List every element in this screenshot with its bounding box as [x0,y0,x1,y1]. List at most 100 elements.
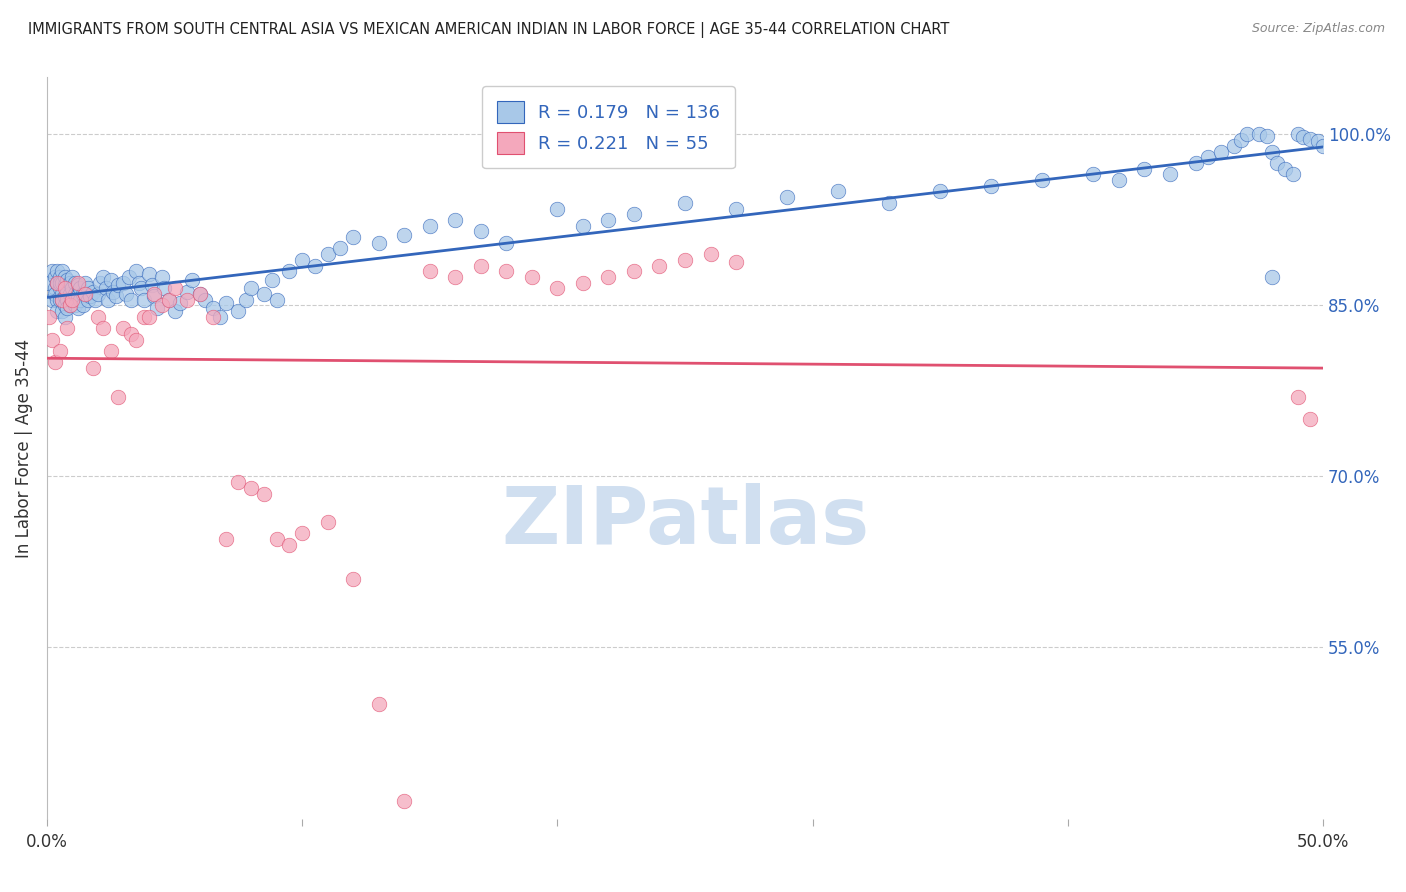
Point [725,255,748,269]
Point [107,390,129,404]
Point [623,264,645,278]
Point [1184,156,1206,170]
Point [38,310,60,324]
Point [125,333,148,347]
Point [44,281,66,295]
Point [56,301,79,315]
Point [115,287,138,301]
Point [316,247,339,261]
Point [419,219,441,233]
Point [51,293,73,307]
Point [76,293,98,307]
Point [82,285,104,299]
Point [827,185,849,199]
Point [143,287,166,301]
Point [214,296,236,310]
Point [1281,167,1303,181]
Point [51,293,73,307]
Point [150,298,173,312]
Point [62,269,84,284]
Point [46,293,69,307]
Point [1312,139,1334,153]
Point [141,277,163,292]
Point [53,298,76,312]
Point [329,242,352,256]
Point [260,273,283,287]
Point [48,293,70,307]
Point [100,344,122,359]
Point [235,293,257,307]
Point [572,219,595,233]
Point [44,287,66,301]
Point [367,698,389,712]
Point [157,293,180,307]
Point [291,526,314,541]
Point [1286,128,1309,142]
Point [367,235,389,250]
Point [53,269,76,284]
Point [53,310,76,324]
Point [1108,173,1130,187]
Point [266,532,288,546]
Point [128,276,150,290]
Point [62,293,84,307]
Point [188,287,211,301]
Point [48,276,70,290]
Point [929,185,952,199]
Point [66,301,89,315]
Point [776,190,799,204]
Point [46,276,69,290]
Point [228,304,250,318]
Point [1159,167,1181,181]
Y-axis label: In Labor Force | Age 35-44: In Labor Force | Age 35-44 [15,338,32,558]
Point [1083,167,1105,181]
Point [59,298,82,312]
Point [419,264,441,278]
Point [112,321,135,335]
Point [117,269,139,284]
Point [153,281,176,295]
Point [48,269,70,284]
Point [66,289,89,303]
Point [342,572,364,586]
Point [214,532,236,546]
Point [1230,133,1253,147]
Point [41,333,63,347]
Text: IMMIGRANTS FROM SOUTH CENTRAL ASIA VS MEXICAN AMERICAN INDIAN IN LABOR FORCE | A: IMMIGRANTS FROM SOUTH CENTRAL ASIA VS ME… [28,22,949,38]
Point [59,298,82,312]
Point [145,301,167,315]
Point [44,269,66,284]
Point [240,281,263,295]
Point [342,230,364,244]
Point [69,293,91,307]
Point [63,287,86,301]
Point [132,293,155,307]
Point [699,247,721,261]
Point [980,178,1002,193]
Point [72,298,94,312]
Point [53,281,76,295]
Point [546,202,568,216]
Point [495,235,517,250]
Point [1133,161,1156,176]
Point [648,259,671,273]
Point [470,259,492,273]
Point [253,287,276,301]
Point [120,293,142,307]
Point [112,276,135,290]
Point [59,276,82,290]
Point [163,304,186,318]
Point [51,264,73,278]
Point [63,298,86,312]
Point [44,355,66,369]
Point [209,310,232,324]
Point [394,227,416,242]
Point [1031,173,1053,187]
Point [56,273,79,287]
Point [1197,150,1219,164]
Point [138,310,160,324]
Point [97,293,120,307]
Point [201,310,224,324]
Point [75,276,97,290]
Point [150,269,173,284]
